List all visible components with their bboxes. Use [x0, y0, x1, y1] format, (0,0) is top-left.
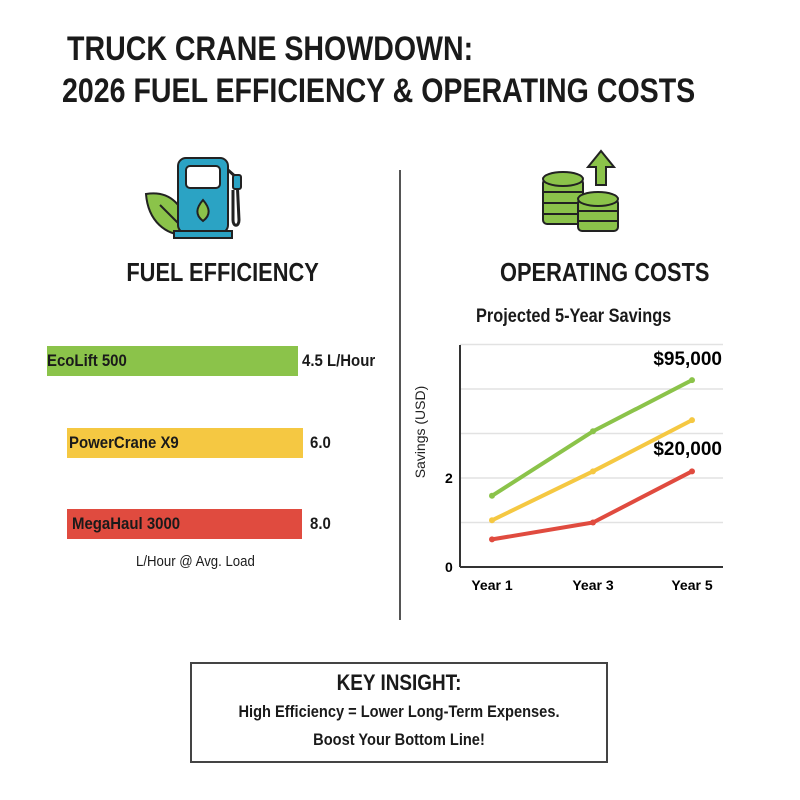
coins-arrow-up-icon	[542, 149, 619, 232]
bar-ecolift-500: EcoLift 500	[47, 346, 298, 376]
key-insight-heading: KEY INSIGHT:	[336, 670, 462, 695]
x-tick-label: Year 3	[572, 577, 613, 593]
key-insight-box: KEY INSIGHT: High Efficiency = Lower Lon…	[190, 662, 608, 763]
bar-megahaul-3000: MegaHaul 3000	[67, 509, 302, 539]
data-point	[689, 417, 695, 424]
data-point	[590, 519, 596, 526]
bar-value-label: 6.0	[310, 433, 331, 452]
data-point	[489, 492, 495, 499]
title-line-2: 2026 FUEL EFFICIENCY & OPERATING COSTS	[62, 72, 696, 110]
data-point	[489, 536, 495, 543]
bar-powercrane-x9: PowerCrane X9	[67, 428, 303, 458]
title-line-1: TRUCK CRANE SHOWDOWN:	[67, 30, 474, 68]
section-divider	[399, 170, 401, 620]
key-insight-line-2: Boost Your Bottom Line!	[313, 730, 485, 749]
key-insight-line-1: High Efficiency = Lower Long-Term Expens…	[238, 702, 560, 721]
bar-label: EcoLift 500	[47, 351, 127, 370]
savings-line-chart: Savings (USD) 0 2 Year 1 Year 3 Year 5 $…	[412, 343, 723, 593]
line-chart-title: Projected 5-Year Savings	[476, 306, 672, 327]
data-point	[689, 468, 695, 475]
data-point	[590, 468, 596, 475]
data-point	[689, 377, 695, 384]
annotation-top-value: $95,000	[653, 349, 722, 370]
bar-value-label: 4.5 L/Hour	[302, 351, 376, 370]
bar-label: PowerCrane X9	[69, 433, 179, 452]
bar-label: MegaHaul 3000	[72, 514, 181, 533]
data-point	[590, 428, 596, 435]
bar-value-label: 8.0	[310, 514, 331, 533]
y-axis-label: Savings (USD)	[412, 386, 428, 479]
fuel-pump-leaf-icon	[144, 157, 242, 239]
y-tick-label: 0	[445, 559, 453, 575]
annotation-mid-value: $20,000	[653, 439, 722, 460]
x-tick-label: Year 1	[471, 577, 512, 593]
x-tick-label: Year 5	[671, 577, 712, 593]
x-axis-label: L/Hour @ Avg. Load	[136, 553, 255, 570]
y-tick-label: 2	[445, 470, 453, 486]
operating-costs-heading: OPERATING COSTS	[499, 257, 710, 287]
data-point	[489, 517, 495, 524]
fuel-efficiency-heading: FUEL EFFICIENCY	[126, 257, 319, 287]
